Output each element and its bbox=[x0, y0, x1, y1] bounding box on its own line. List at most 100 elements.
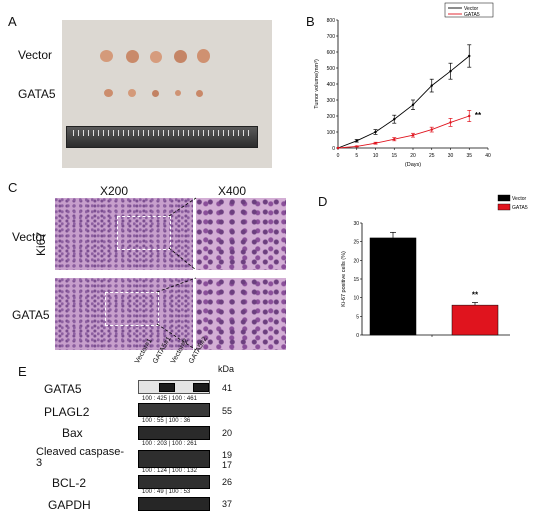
tumor-vector-5 bbox=[197, 49, 210, 63]
y-tick-label: 15 bbox=[353, 277, 359, 283]
y-tick-label: 0 bbox=[332, 146, 335, 152]
panel-d-letter: D bbox=[318, 194, 328, 209]
data-point bbox=[355, 139, 358, 142]
legend-label: Vector bbox=[464, 6, 479, 12]
legend-label: GATA5 bbox=[464, 12, 480, 18]
histology-gata5-x200 bbox=[55, 278, 193, 350]
data-point bbox=[393, 138, 396, 141]
blot-kda-bcl2: 26 bbox=[222, 477, 233, 487]
histology-gata5-x400 bbox=[196, 278, 286, 350]
x-tick-label: 25 bbox=[429, 153, 435, 159]
tumor-gata5-2 bbox=[128, 89, 136, 97]
series-line-gata5 bbox=[337, 115, 470, 149]
panel-b-letter: B bbox=[306, 14, 315, 29]
data-point bbox=[411, 103, 415, 107]
x-tick-label: 5 bbox=[355, 153, 358, 159]
y-tick-label: 300 bbox=[327, 98, 336, 104]
zoom-box bbox=[105, 292, 159, 326]
data-point bbox=[449, 121, 452, 124]
panel-a-letter: A bbox=[8, 14, 17, 29]
x-tick-label: 10 bbox=[373, 153, 379, 159]
blot-bax bbox=[138, 426, 210, 440]
panel-a-label-vector: Vector bbox=[18, 48, 53, 62]
x-tick-label: 40 bbox=[485, 153, 491, 159]
x-tick-label: 35 bbox=[466, 153, 472, 159]
legend-box bbox=[444, 2, 494, 18]
histology-vector-x400 bbox=[196, 198, 286, 270]
data-point bbox=[430, 84, 433, 87]
panel-c-letter: C bbox=[8, 180, 18, 195]
blot-label-caspase: Cleaved caspase-3 bbox=[36, 446, 125, 469]
y-tick-label: 200 bbox=[327, 114, 336, 120]
x-axis-label: (Days) bbox=[405, 162, 421, 168]
x-tick-label: 30 bbox=[448, 153, 454, 159]
tumor-gata5-5 bbox=[196, 90, 203, 97]
histology-vector-x200 bbox=[55, 198, 193, 270]
blot-label-bcl2: BCL-2 bbox=[52, 476, 87, 490]
tumor-gata5-4 bbox=[175, 90, 181, 96]
y-tick-label: 700 bbox=[327, 34, 336, 40]
y-tick-label: 20 bbox=[353, 258, 359, 264]
x-tick-label: 20 bbox=[410, 153, 416, 159]
bar-gata5 bbox=[451, 304, 499, 336]
y-tick-label: 600 bbox=[327, 50, 336, 56]
legend-label: Vector bbox=[512, 196, 527, 202]
blot-ratio-plagl2: 100 : 55 | 100 : 36 bbox=[142, 418, 191, 424]
y-tick-label: 500 bbox=[327, 66, 336, 72]
legend-swatch bbox=[497, 194, 511, 202]
data-point bbox=[430, 128, 433, 131]
series-line-vector bbox=[337, 55, 470, 149]
blot-gapdh bbox=[138, 497, 210, 511]
blot-ratio-bcl2: 100 : 49 | 100 : 53 bbox=[142, 489, 191, 495]
blot-ratio-bax: 100 : 203 | 100 : 261 bbox=[142, 441, 197, 447]
y-tick-label: 5 bbox=[356, 314, 359, 320]
zoom-connectors bbox=[156, 197, 197, 351]
blot-kda-gata5: 41 bbox=[222, 383, 233, 393]
blot-kda-caspase: 19 17 bbox=[222, 450, 233, 470]
data-point bbox=[411, 134, 415, 137]
y-tick-label: 100 bbox=[327, 130, 336, 136]
data-point bbox=[374, 130, 377, 134]
zoom-box bbox=[117, 216, 171, 250]
significance-annotation: ** bbox=[475, 111, 482, 120]
significance-annotation: ** bbox=[472, 291, 479, 300]
blot-kda-gapdh: 37 bbox=[222, 499, 233, 509]
blot-kda-bax: 20 bbox=[222, 428, 233, 438]
blot-plagl2 bbox=[138, 403, 210, 417]
panel-a-label-gata5: GATA5 bbox=[18, 87, 56, 101]
tumor-gata5-1 bbox=[104, 89, 113, 97]
tumor-vector-4 bbox=[174, 50, 187, 63]
y-tick-label: 400 bbox=[327, 82, 336, 88]
y-tick-label: 0 bbox=[356, 333, 359, 339]
tumor-vector-3 bbox=[150, 51, 162, 63]
blot-gata5 bbox=[138, 380, 210, 394]
kda-header: kDa bbox=[218, 364, 235, 374]
data-point bbox=[468, 54, 471, 58]
panel-c-row-gata5: GATA5 bbox=[12, 308, 50, 322]
ruler bbox=[66, 126, 258, 148]
y-tick-label: 800 bbox=[327, 18, 336, 24]
bar-vector bbox=[369, 237, 417, 336]
blot-label-gapdh: GAPDH bbox=[48, 498, 91, 512]
blot-ratio-caspase: 100 : 124 | 100 : 132 bbox=[142, 468, 197, 474]
blot-ratio-gata5: 100 : 425 | 100 : 461 bbox=[142, 396, 197, 402]
y-axis-label: Ki-67 positive cells (%) bbox=[341, 251, 347, 307]
panel-c-col-x200: X200 bbox=[100, 184, 129, 198]
x-tick-label: 15 bbox=[391, 153, 397, 159]
blot-label-gata5: GATA5 bbox=[44, 382, 82, 396]
x-tick-label: 0 bbox=[337, 153, 340, 159]
tumor-vector-1 bbox=[100, 50, 113, 62]
legend-swatch bbox=[497, 203, 511, 211]
blot-caspase bbox=[138, 450, 210, 468]
data-point bbox=[336, 146, 340, 150]
panel-e-letter: E bbox=[18, 364, 27, 379]
data-point bbox=[374, 142, 377, 145]
data-point bbox=[468, 114, 471, 118]
ki67-bar-chart: 0 5 10 15 20 25 30 Ki-67 positive cells (%) Vect… bbox=[341, 194, 528, 339]
legend-label: GATA5 bbox=[512, 205, 528, 211]
tumor-gata5-3 bbox=[152, 90, 159, 97]
panel-c-row-vector: Vector bbox=[12, 230, 47, 244]
data-point bbox=[393, 118, 396, 121]
y-axis-label: Tumor volume(mm³) bbox=[314, 59, 320, 109]
panel-c-col-x400: X400 bbox=[218, 184, 247, 198]
